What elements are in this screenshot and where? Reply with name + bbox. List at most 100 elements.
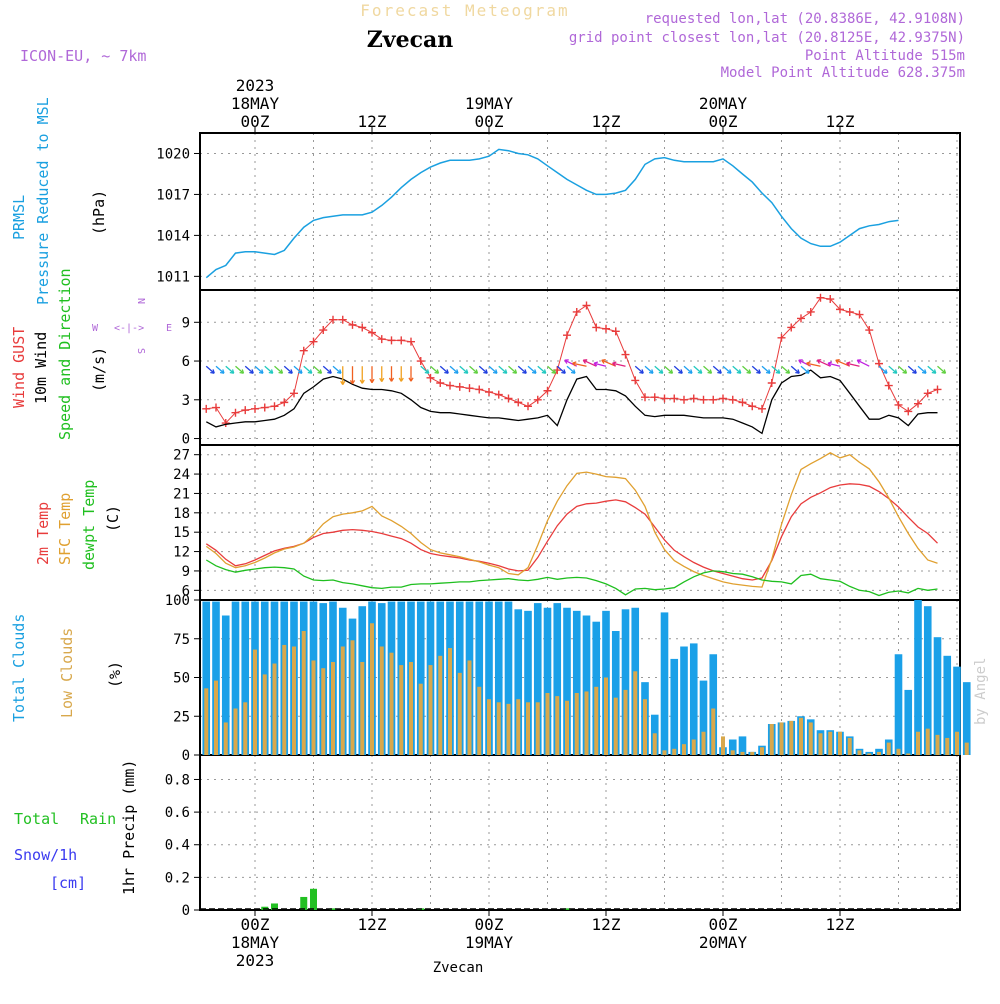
y-tick-label: 0.4 <box>165 838 190 854</box>
wind-arrow-head <box>424 369 430 374</box>
wind-arrow-head <box>572 361 577 367</box>
y-tick-label: 0 <box>182 432 190 448</box>
top-time-label: 00Z <box>241 112 270 131</box>
gust-marker <box>933 385 942 394</box>
wind-arrow-head <box>483 369 488 374</box>
low-cloud-bar <box>925 728 930 755</box>
bottom-time-label: 00Z <box>241 915 270 934</box>
wind-arrow-head <box>668 369 674 374</box>
total-cloud-bar <box>894 654 903 755</box>
gust-marker <box>611 327 620 336</box>
wind-arrow-head <box>892 369 898 374</box>
wind-arrow-head <box>297 369 303 374</box>
top-time-label: 19MAY <box>465 94 514 113</box>
total-cloud-bar <box>231 601 240 755</box>
wind-direction-arrow <box>566 365 576 374</box>
bottom-time-label: 12Z <box>826 915 855 934</box>
compass-icon: W <-|-> E N S <box>92 298 172 354</box>
low-cloud-bar <box>292 646 296 755</box>
low-cloud-bar <box>555 696 560 755</box>
low-cloud-bar <box>574 693 579 755</box>
temp-dewpt-label: dewpt Temp <box>80 480 98 570</box>
total-cloud-bar <box>689 643 698 755</box>
wind-direction-arrow <box>937 365 946 374</box>
panel-3: 6 9 12 15 18 21 24 27 <box>173 444 961 601</box>
temp-2m-label: 2m Temp <box>34 502 52 565</box>
low-cloud-bar <box>428 665 433 755</box>
gust-marker <box>621 350 630 359</box>
y-tick-label: 24 <box>173 467 190 483</box>
y-tick-label: 21 <box>173 486 190 502</box>
low-cloud-bar <box>750 751 755 755</box>
compass-w: W <box>92 323 99 334</box>
wind-direction-arrow <box>244 365 254 374</box>
rain-bar <box>310 888 317 910</box>
wind-direction-arrow <box>693 365 703 374</box>
wind-arrow-head <box>502 369 508 374</box>
wind-arrow-head <box>336 369 342 374</box>
y-tick-label: 9 <box>182 564 190 580</box>
low-cloud-bar <box>223 722 228 755</box>
gust-marker <box>358 323 367 332</box>
wind-arrow-head <box>379 377 385 382</box>
low-cloud-bar <box>204 688 209 755</box>
gust-marker <box>787 323 796 332</box>
wind-arrow-head <box>921 369 927 374</box>
bottom-time-label: 12Z <box>358 915 387 934</box>
low-cloud-bar <box>516 699 521 755</box>
wind-arrow-head <box>902 369 908 374</box>
wind-arrow-head <box>707 369 713 374</box>
wind-arrow-head <box>756 369 761 374</box>
wind-arrow-head <box>827 361 833 367</box>
wind-direction-arrow <box>254 365 264 374</box>
y-tick-label: 0 <box>182 748 190 764</box>
wind-direction-arrow <box>293 365 303 374</box>
low-cloud-bar <box>477 686 482 755</box>
wind-arrow-head <box>846 361 851 367</box>
pressure-labels: PRMSL Pressure Reduced to MSL (hPa) <box>10 97 108 305</box>
wind-arrow-head <box>492 369 498 374</box>
bottom-time-label: 00Z <box>709 915 738 934</box>
rain-bar <box>563 908 571 910</box>
panel-1: 1011 1014 1017 1020 <box>156 132 961 291</box>
wind-direction-arrow <box>508 365 517 374</box>
wind-direction-arrow <box>313 365 322 374</box>
top-time-label: 12Z <box>826 112 855 131</box>
wind-arrow-head <box>349 380 356 385</box>
wind-arrow-head <box>434 369 440 374</box>
gust-marker <box>826 295 835 304</box>
wind-arrow-head <box>941 369 947 374</box>
gust-marker <box>894 400 903 409</box>
top-time-label: 00Z <box>709 112 738 131</box>
total-cloud-bar <box>572 610 581 755</box>
wind-arrow-head <box>249 369 254 374</box>
gust-marker <box>670 394 679 403</box>
wind-arrow-head <box>639 369 644 374</box>
snow-label: Snow/1h <box>14 846 77 864</box>
low-cloud-bar <box>896 748 901 755</box>
low-cloud-bar <box>448 648 452 755</box>
gust-marker <box>251 404 259 413</box>
gust-marker <box>290 389 298 398</box>
low-cloud-bar <box>955 731 959 755</box>
low-cloud-bar <box>799 717 803 755</box>
low-cloud-bar <box>535 702 540 755</box>
y-tick-label: 1020 <box>156 146 190 162</box>
gust-marker <box>465 384 474 393</box>
low-cloud-bar <box>886 742 891 755</box>
low-cloud-bar <box>526 702 530 755</box>
bottom-time-label: 18MAY <box>231 933 280 952</box>
temp-labels: 2m Temp SFC Temp dewpt Temp (C) <box>34 480 122 570</box>
low-cloud-bar <box>789 720 794 755</box>
wind-direction-arrow <box>761 365 771 374</box>
gust-marker <box>504 394 513 403</box>
low-cloud-bar <box>643 699 647 755</box>
gust-marker <box>494 390 503 399</box>
low-cloud-bar <box>964 742 969 755</box>
low-cloud-bar <box>379 646 384 755</box>
total-cloud-bar <box>485 601 493 755</box>
gust-marker <box>446 381 454 390</box>
low-cloud-bar <box>945 737 950 755</box>
temp-sfc-label: SFC Temp <box>56 493 74 565</box>
low-cloud-bar <box>243 702 248 755</box>
